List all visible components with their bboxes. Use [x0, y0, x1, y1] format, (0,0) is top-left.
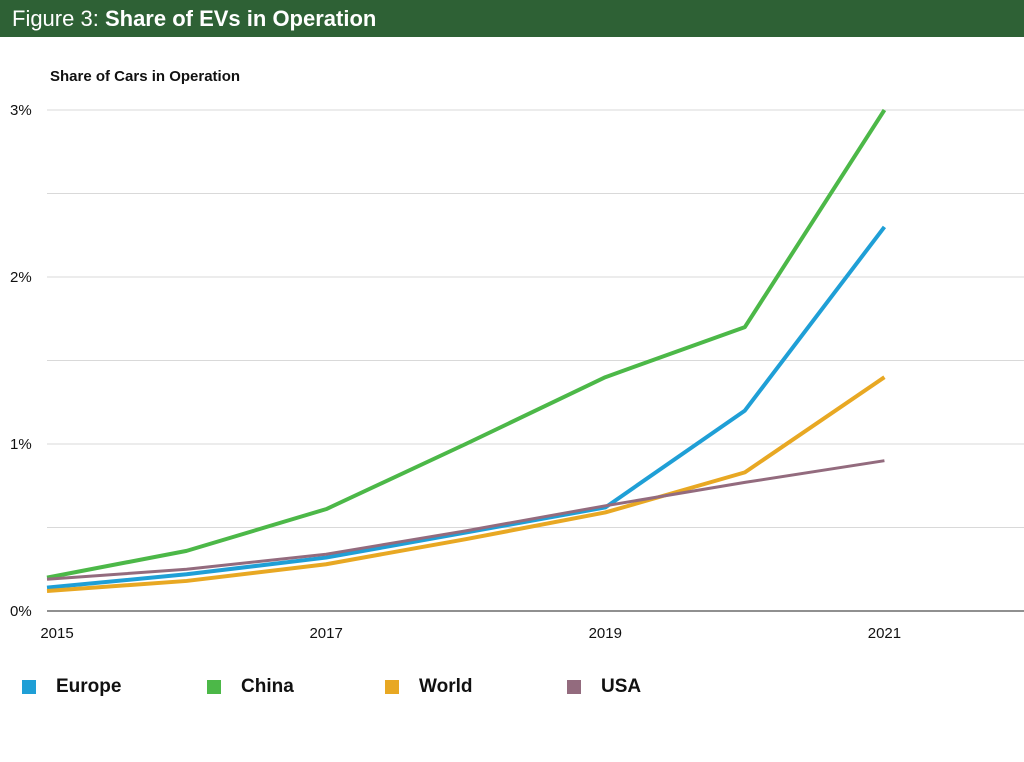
y-tick-label: 1%	[10, 436, 32, 453]
y-tick-label: 2%	[10, 269, 32, 286]
legend-item-world: World	[385, 676, 567, 698]
x-tick-label: 2019	[589, 625, 622, 642]
y-tick-label: 0%	[10, 603, 32, 620]
figure-number: Figure 3:	[12, 6, 99, 31]
y-axis-title: Share of Cars in Operation	[50, 68, 241, 85]
y-tick-label: 3%	[10, 102, 32, 119]
figure-title: Share of EVs in Operation	[104, 6, 377, 31]
legend-swatch	[22, 680, 36, 694]
legend-swatch	[207, 680, 221, 694]
series-line-world	[46, 375, 886, 593]
figure-header: Figure 3: Share of EVs in Operation	[0, 0, 1024, 37]
series-line-europe	[46, 225, 887, 590]
series-line-china	[46, 108, 887, 580]
legend-label: World	[419, 676, 473, 697]
x-tick-label: 2017	[309, 625, 342, 642]
legend-item-usa: USA	[567, 676, 667, 698]
legend-label: USA	[601, 676, 642, 697]
x-tick-label: 2015	[40, 625, 73, 642]
x-tick-label: 2021	[868, 625, 901, 642]
legend: Europe China World USA	[22, 676, 667, 698]
legend-swatch	[567, 680, 581, 694]
legend-item-europe: Europe	[22, 676, 207, 698]
legend-item-china: China	[207, 676, 385, 698]
series-line-usa	[46, 459, 885, 581]
legend-swatch	[385, 680, 399, 694]
legend-label: Europe	[56, 676, 122, 697]
legend-label: China	[241, 676, 294, 697]
